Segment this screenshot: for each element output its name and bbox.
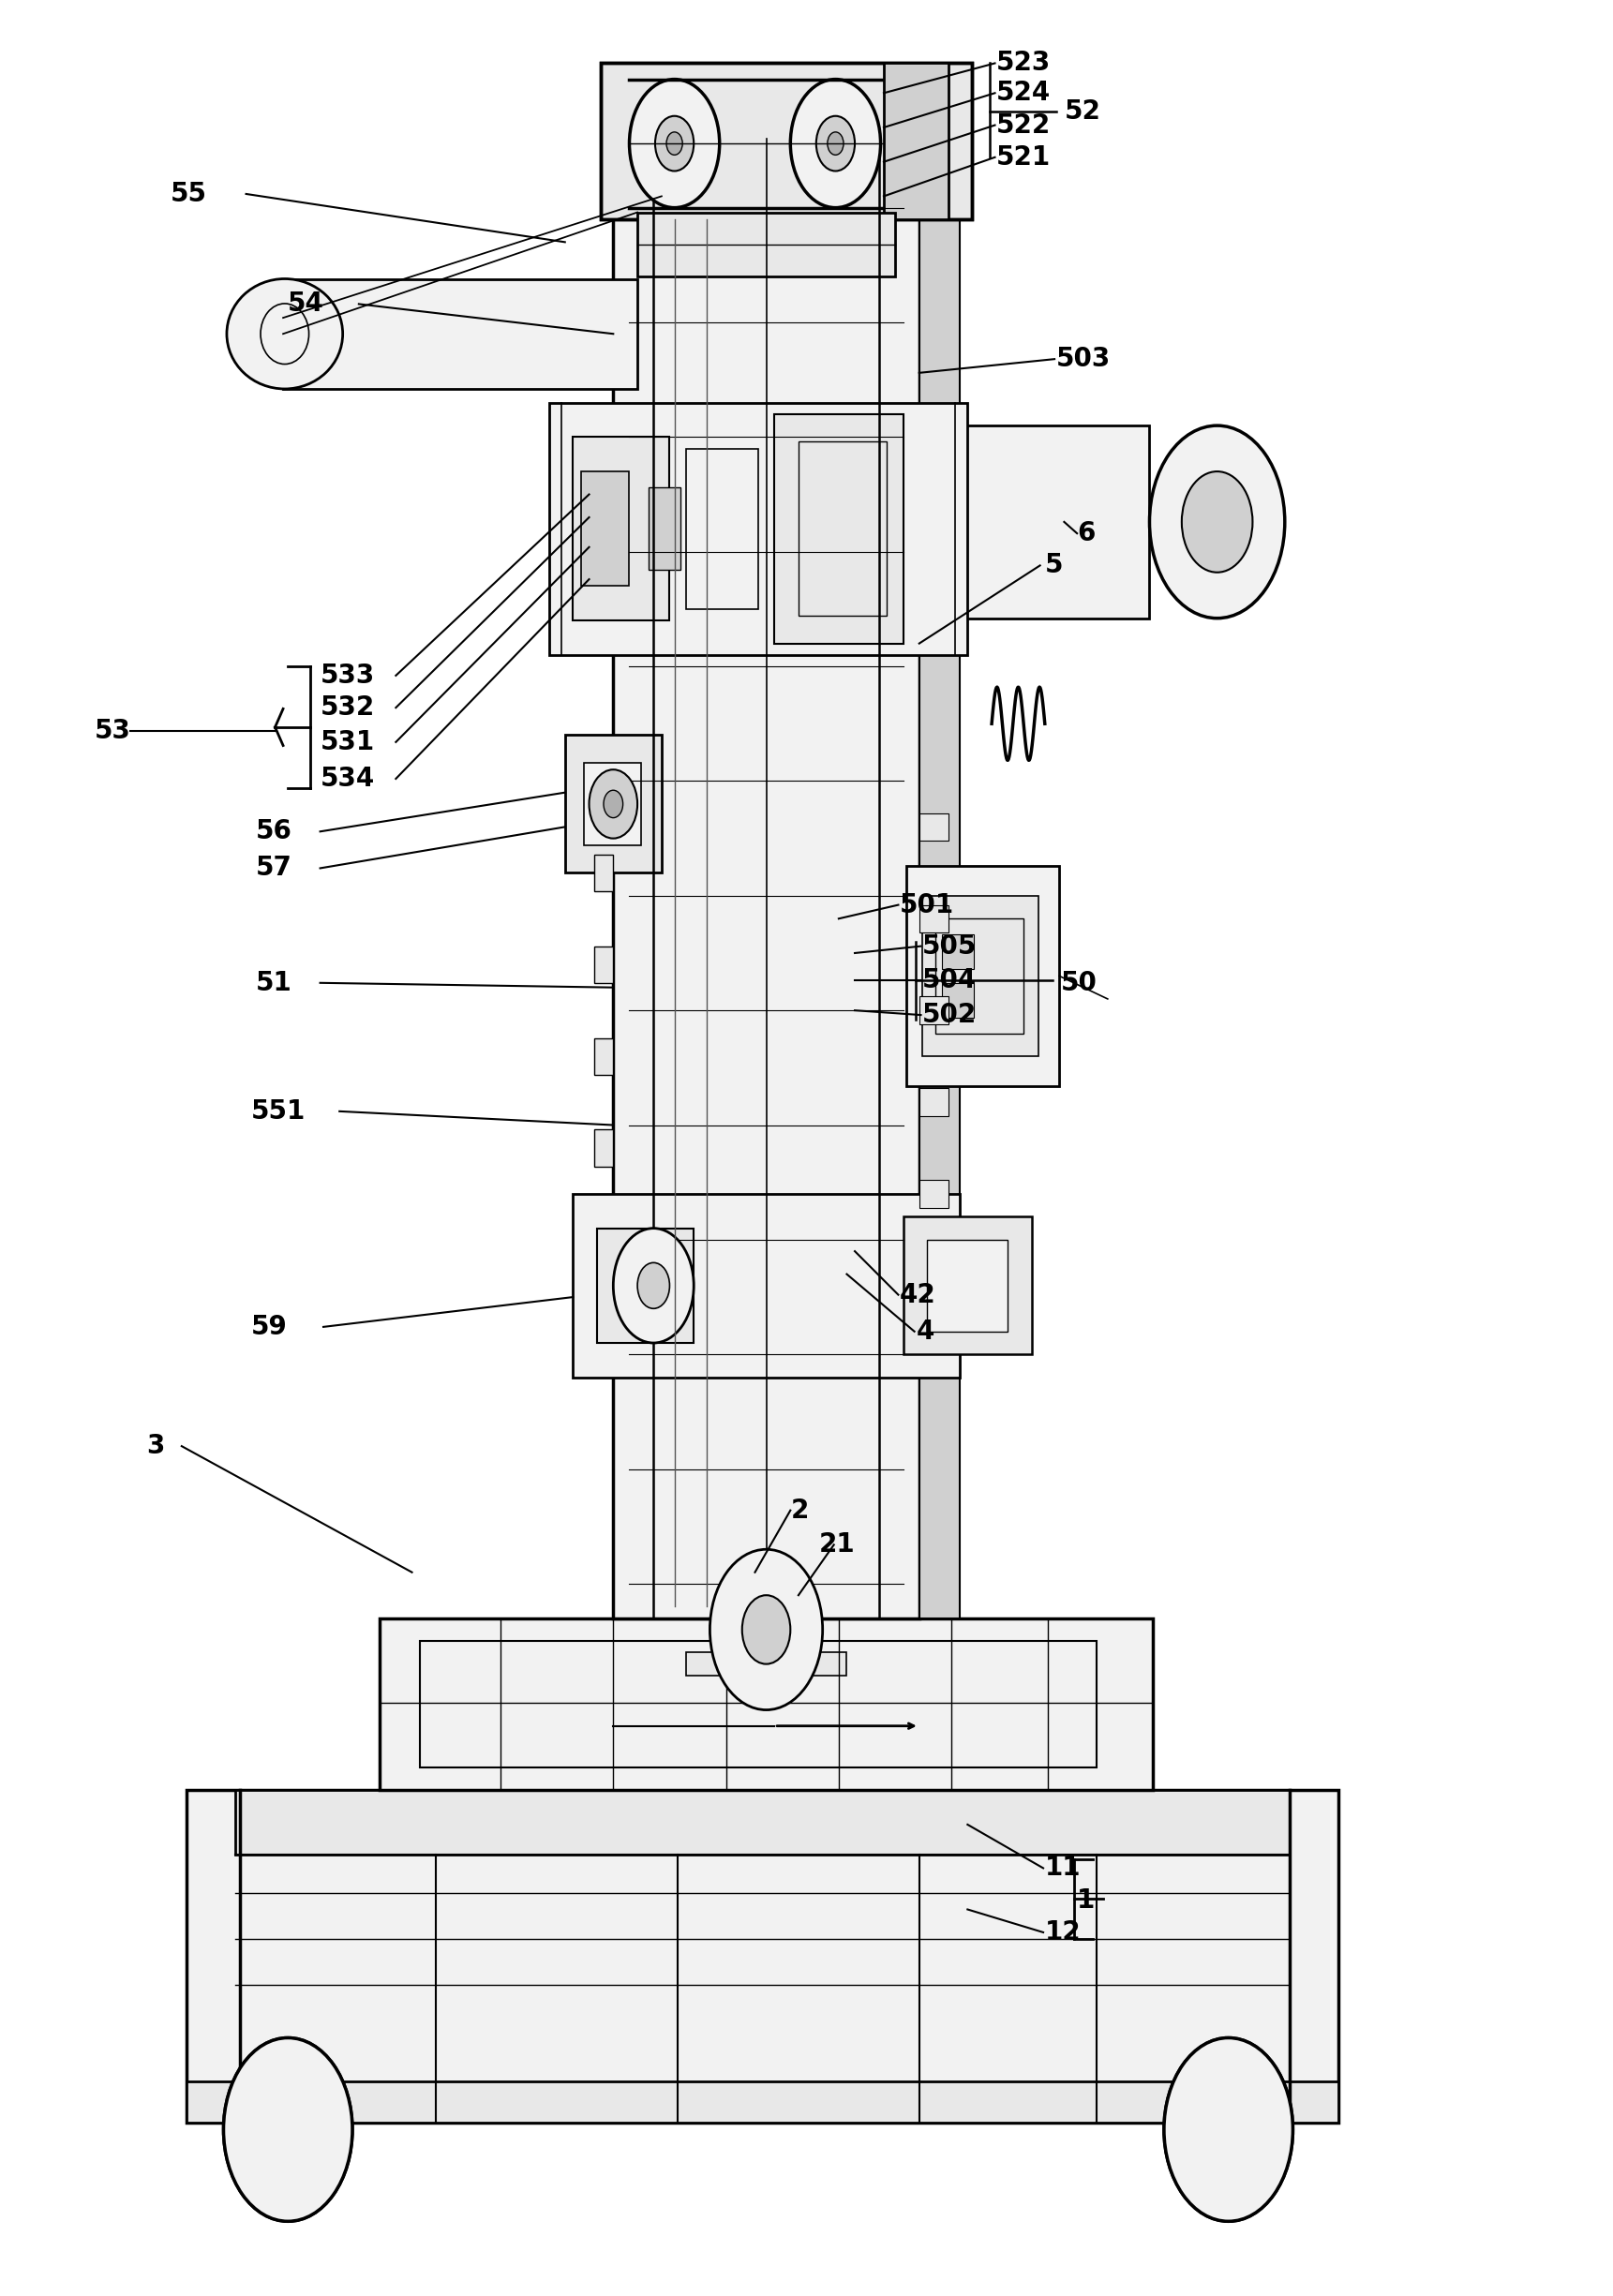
Circle shape — [710, 1550, 823, 1711]
Bar — [923, 895, 1039, 1056]
Bar — [903, 1217, 1032, 1355]
Circle shape — [603, 790, 623, 817]
Text: 521: 521 — [997, 145, 1052, 170]
Circle shape — [637, 1263, 669, 1309]
Bar — [919, 1088, 948, 1116]
Bar — [594, 946, 613, 983]
Bar — [581, 471, 629, 585]
Text: 533: 533 — [319, 664, 374, 689]
Bar — [548, 402, 968, 654]
Circle shape — [827, 133, 844, 154]
Circle shape — [790, 80, 881, 207]
Circle shape — [742, 1596, 790, 1665]
Circle shape — [613, 1228, 694, 1343]
Text: 54: 54 — [289, 292, 324, 317]
Circle shape — [1218, 2115, 1240, 2147]
Circle shape — [1150, 425, 1286, 618]
Circle shape — [666, 133, 682, 154]
Bar — [686, 448, 758, 608]
Text: 501: 501 — [900, 891, 955, 918]
Bar — [919, 1180, 948, 1208]
Text: 502: 502 — [923, 1001, 977, 1029]
Bar — [919, 996, 948, 1024]
Bar — [597, 1228, 694, 1343]
Circle shape — [629, 80, 719, 207]
Bar — [187, 2082, 1337, 2124]
Bar — [235, 1791, 1290, 1855]
Bar — [584, 762, 640, 845]
Text: 531: 531 — [319, 728, 374, 755]
Bar — [919, 138, 960, 1619]
Bar — [907, 866, 1060, 1086]
Text: 52: 52 — [1065, 99, 1100, 124]
Text: 55: 55 — [171, 181, 206, 207]
Bar — [419, 1642, 1097, 1768]
Text: 5: 5 — [1045, 553, 1063, 579]
Ellipse shape — [227, 278, 342, 388]
Text: 59: 59 — [252, 1313, 287, 1341]
Bar — [919, 905, 948, 932]
Text: 524: 524 — [997, 80, 1052, 106]
Bar — [884, 64, 948, 218]
Text: 42: 42 — [900, 1281, 936, 1309]
Bar — [600, 64, 973, 218]
Bar — [637, 211, 895, 276]
Bar — [613, 138, 919, 1619]
Text: 503: 503 — [1057, 347, 1111, 372]
Text: 11: 11 — [1045, 1855, 1081, 1880]
Bar — [942, 983, 974, 1017]
Circle shape — [655, 117, 694, 170]
Bar — [919, 813, 948, 840]
Text: 6: 6 — [1077, 521, 1095, 546]
Bar — [284, 278, 637, 388]
Bar — [960, 425, 1150, 618]
Text: 505: 505 — [923, 932, 977, 960]
Bar — [573, 436, 669, 620]
Bar — [936, 918, 1024, 1033]
Text: 53: 53 — [95, 716, 131, 744]
Bar — [774, 413, 903, 643]
Circle shape — [1200, 2089, 1258, 2170]
Bar — [942, 934, 974, 969]
Bar — [594, 854, 613, 891]
Bar — [798, 441, 887, 615]
Text: 532: 532 — [319, 696, 374, 721]
Text: 56: 56 — [256, 817, 292, 845]
Text: 522: 522 — [997, 113, 1052, 138]
Text: 1: 1 — [1077, 1887, 1095, 1913]
Circle shape — [816, 117, 855, 170]
Text: 50: 50 — [1061, 969, 1097, 996]
Text: 551: 551 — [252, 1097, 305, 1125]
Text: 57: 57 — [256, 854, 292, 882]
Circle shape — [1165, 2039, 1294, 2220]
Bar — [594, 1130, 613, 1166]
Text: 21: 21 — [819, 1531, 855, 1559]
Circle shape — [260, 2089, 316, 2170]
Bar — [379, 1619, 1153, 1791]
Bar — [565, 735, 661, 872]
Circle shape — [224, 2039, 352, 2220]
Bar — [648, 487, 681, 569]
Text: 3: 3 — [147, 1433, 165, 1460]
Text: 504: 504 — [923, 967, 977, 994]
Circle shape — [224, 2039, 352, 2220]
Bar — [927, 1240, 1008, 1332]
Bar — [594, 1038, 613, 1075]
Circle shape — [589, 769, 637, 838]
Circle shape — [1182, 471, 1253, 572]
Circle shape — [1165, 2039, 1294, 2220]
Text: 523: 523 — [997, 51, 1052, 76]
Bar — [573, 1194, 960, 1378]
Bar — [187, 1791, 1337, 2124]
Text: 2: 2 — [790, 1497, 808, 1525]
Bar — [600, 64, 973, 218]
Bar — [686, 1653, 847, 1676]
Text: 12: 12 — [1045, 1919, 1081, 1945]
Text: 4: 4 — [916, 1318, 934, 1345]
Text: 534: 534 — [319, 765, 374, 792]
Text: 51: 51 — [256, 969, 292, 996]
Circle shape — [277, 2115, 300, 2147]
